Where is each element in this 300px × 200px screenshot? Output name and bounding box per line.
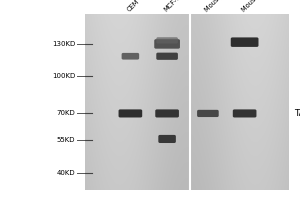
Text: 40KD: 40KD (57, 170, 75, 176)
FancyBboxPatch shape (158, 135, 176, 143)
Text: Mouse spleen: Mouse spleen (204, 0, 240, 13)
Text: 55KD: 55KD (57, 137, 75, 143)
Text: 100KD: 100KD (52, 73, 75, 79)
FancyBboxPatch shape (156, 53, 178, 60)
FancyBboxPatch shape (154, 39, 180, 49)
FancyBboxPatch shape (118, 109, 142, 117)
Text: 130KD: 130KD (52, 41, 75, 47)
FancyBboxPatch shape (233, 109, 256, 117)
FancyBboxPatch shape (155, 109, 179, 117)
Text: MCF-7: MCF-7 (163, 0, 182, 13)
Text: Mouse lung: Mouse lung (240, 0, 272, 13)
FancyBboxPatch shape (197, 110, 219, 117)
Text: TAP2: TAP2 (294, 109, 300, 118)
FancyBboxPatch shape (156, 37, 178, 44)
Text: 70KD: 70KD (56, 110, 75, 116)
FancyBboxPatch shape (231, 37, 259, 47)
FancyBboxPatch shape (122, 53, 139, 60)
Text: CEM: CEM (126, 0, 140, 13)
